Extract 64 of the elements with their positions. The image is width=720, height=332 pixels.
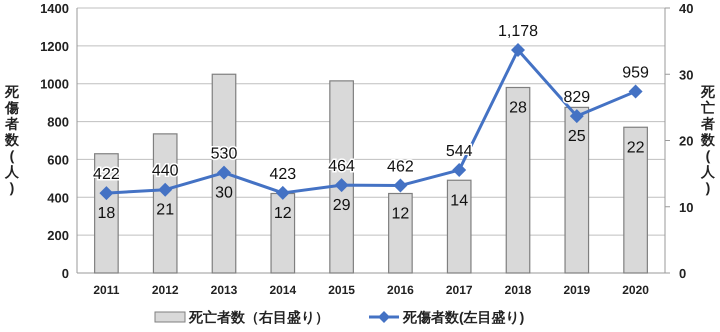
data-label: 1,178 <box>498 23 538 40</box>
legend-label: 死亡者数（右目盛り） <box>188 309 329 325</box>
point <box>334 178 349 192</box>
point <box>452 163 466 178</box>
data-label: 12 <box>392 206 410 222</box>
point <box>158 182 172 197</box>
bar <box>270 192 296 274</box>
data-label: 28 <box>509 100 527 116</box>
point <box>276 186 290 200</box>
y2-tick-label: 40 <box>679 1 694 16</box>
x-tick-label: 2012 <box>152 283 179 297</box>
point <box>570 109 584 124</box>
y-tick-label: 1200 <box>40 38 69 54</box>
bar <box>564 106 590 274</box>
data-label: 29 <box>332 197 351 214</box>
data-label: 25 <box>568 128 586 146</box>
x-tick-label: 2014 <box>269 283 296 297</box>
bar <box>446 180 472 274</box>
data-label: 14 <box>450 192 468 210</box>
y-tick-label: 800 <box>47 114 69 130</box>
point <box>393 178 408 193</box>
x-tick-label: 2015 <box>328 283 356 297</box>
data-label: 440 <box>152 162 179 180</box>
x-tick-label: 2019 <box>563 283 590 297</box>
x-tick-label: 2013 <box>210 283 238 297</box>
bar <box>388 192 413 274</box>
bar <box>623 126 648 274</box>
point <box>217 166 231 180</box>
point <box>99 186 114 200</box>
x-tick-label: 2018 <box>504 283 532 297</box>
point <box>511 43 525 58</box>
data-label: 423 <box>269 166 296 183</box>
bar <box>506 86 530 274</box>
x-tick-label: 2020 <box>622 283 650 297</box>
data-label: 30 <box>215 184 233 202</box>
y-tick-label: 0 <box>62 266 69 281</box>
x-tick-label: 2017 <box>446 283 473 297</box>
data-label: 959 <box>622 64 650 82</box>
point <box>628 84 643 98</box>
y-tick-label: 400 <box>47 190 69 206</box>
data-label: 829 <box>563 89 590 106</box>
y-tick-label: 200 <box>47 228 69 244</box>
y2-tick-label: 10 <box>679 200 694 215</box>
y-tick-label: 1400 <box>40 1 69 16</box>
data-label: 464 <box>328 158 356 176</box>
data-label: 21 <box>156 202 174 219</box>
bar <box>212 74 236 274</box>
y-tick-label: 1000 <box>40 76 69 92</box>
y2-axis-title: 死亡者数(人) <box>700 84 716 196</box>
y-axis-title: 死傷者数(人) <box>4 84 20 196</box>
data-label: 462 <box>387 158 414 176</box>
data-label: 12 <box>274 204 292 222</box>
data-label: 18 <box>98 205 116 222</box>
y-tick-label: 600 <box>47 152 69 168</box>
x-tick-label: 2016 <box>387 283 414 297</box>
data-label: 422 <box>93 166 120 184</box>
data-label: 22 <box>626 139 645 156</box>
y2-tick-label: 30 <box>679 67 694 82</box>
y2-tick-label: 0 <box>679 266 686 281</box>
legend-label: 死傷者数(左目盛り) <box>402 309 524 325</box>
data-label: 530 <box>210 146 238 163</box>
bar <box>329 80 354 274</box>
y2-tick-label: 20 <box>679 134 694 148</box>
x-tick-label: 2011 <box>93 283 120 297</box>
